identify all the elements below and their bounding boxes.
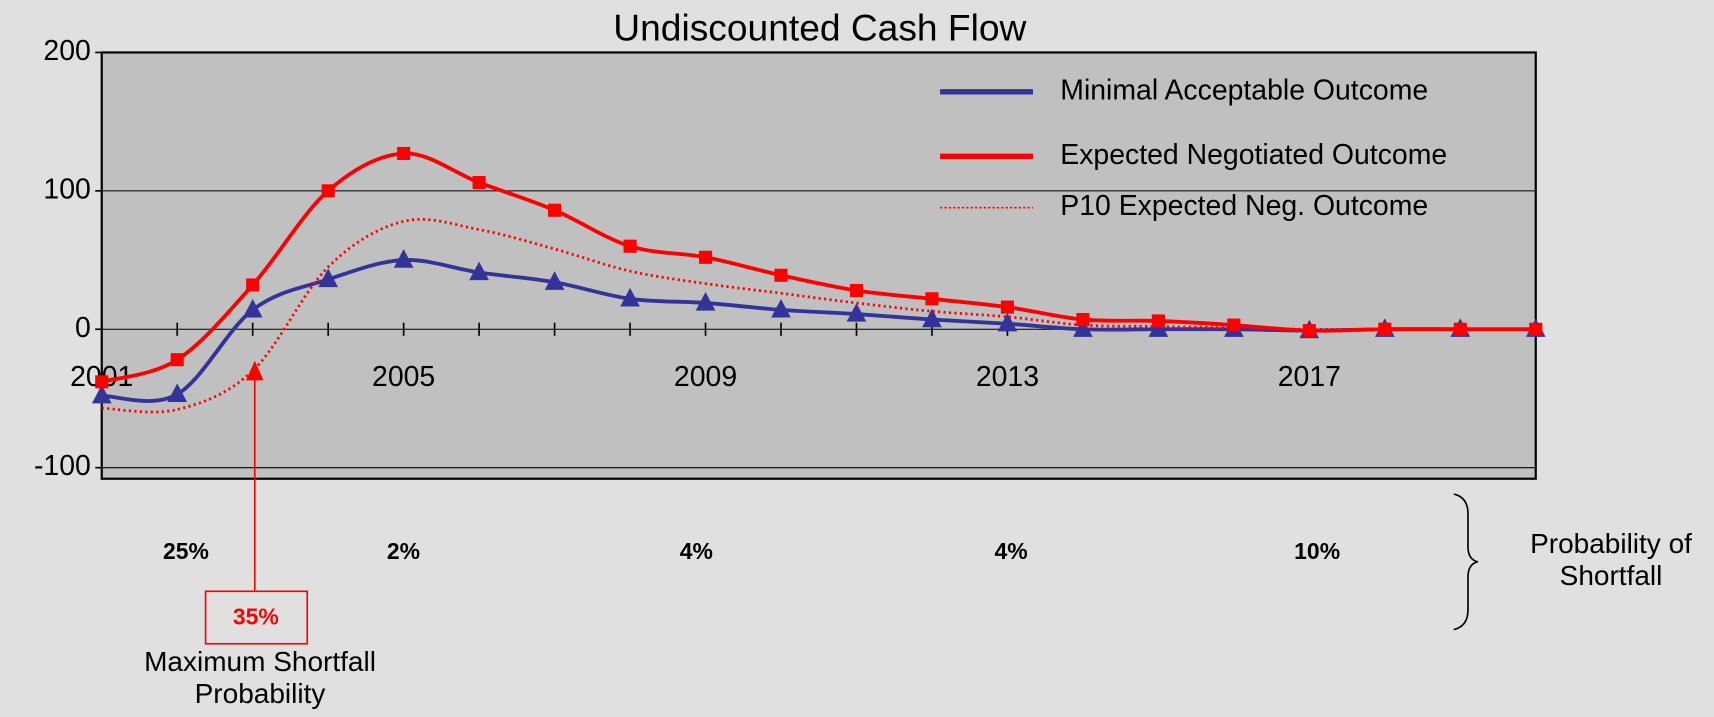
y-tick-label: -100 (34, 450, 91, 482)
square-marker (1529, 322, 1543, 336)
legend-label: Minimal Acceptable Outcome (1060, 74, 1428, 106)
chart-title: Undiscounted Cash Flow (613, 6, 1026, 48)
triangle-marker (922, 308, 942, 328)
square-marker (623, 239, 637, 253)
square-marker (246, 278, 260, 292)
shortfall-probability: 2% (387, 538, 420, 564)
shortfall-probability: 10% (1294, 538, 1340, 564)
callout-arrow (246, 360, 264, 381)
square-marker (397, 146, 411, 161)
brace (1453, 493, 1479, 631)
square-marker (1453, 322, 1467, 336)
square-marker (925, 292, 939, 306)
square-marker (1000, 300, 1014, 314)
square-marker (1227, 318, 1241, 332)
triangle-marker (1073, 318, 1093, 337)
triangle-marker (91, 384, 112, 404)
square-marker (1378, 322, 1392, 336)
plot-area (100, 51, 1537, 480)
triangle-marker (242, 298, 263, 318)
square-marker (95, 375, 109, 389)
triangle-marker (695, 292, 716, 311)
legend-label: P10 Expected Neg. Outcome (1060, 190, 1428, 222)
triangle-marker (771, 298, 791, 318)
x-tick-label: 2013 (976, 361, 1039, 393)
shortfall-probability: 4% (995, 538, 1028, 564)
x-tick-label: 2009 (674, 361, 737, 393)
triangle-marker (544, 271, 565, 290)
square-marker (1151, 314, 1165, 328)
square-marker (472, 175, 486, 190)
triangle-marker (393, 249, 414, 268)
square-marker (548, 203, 562, 217)
triangle-marker (167, 383, 188, 402)
y-tick-label: 200 (43, 35, 90, 67)
square-marker (321, 184, 335, 198)
square-marker (698, 250, 713, 264)
series-line (101, 217, 1536, 414)
square-marker (849, 283, 864, 298)
square-marker (774, 268, 788, 282)
callout-box (204, 590, 309, 645)
shortfall-label: Probability of Shortfall (1530, 528, 1692, 592)
square-marker (1076, 313, 1090, 327)
triangle-marker (846, 303, 867, 322)
triangle-marker (1148, 318, 1169, 337)
square-marker (170, 353, 184, 367)
y-tick-label: 100 (43, 173, 90, 205)
shortfall-probability: 4% (680, 538, 713, 564)
triangle-marker (469, 261, 489, 281)
legend-label: Expected Negotiated Outcome (1060, 139, 1447, 171)
shortfall-probability: 25% (163, 538, 209, 564)
max-shortfall-value: 35% (233, 604, 279, 630)
x-tick-label: 2017 (1278, 361, 1341, 393)
triangle-marker (318, 268, 339, 288)
triangle-marker (997, 312, 1018, 332)
triangle-marker (620, 287, 640, 307)
x-tick-label: 2005 (372, 361, 435, 393)
y-tick-label: 0 (75, 312, 91, 344)
square-marker (1302, 324, 1316, 338)
max-shortfall-label: Maximum Shortfall Probability (144, 646, 376, 710)
